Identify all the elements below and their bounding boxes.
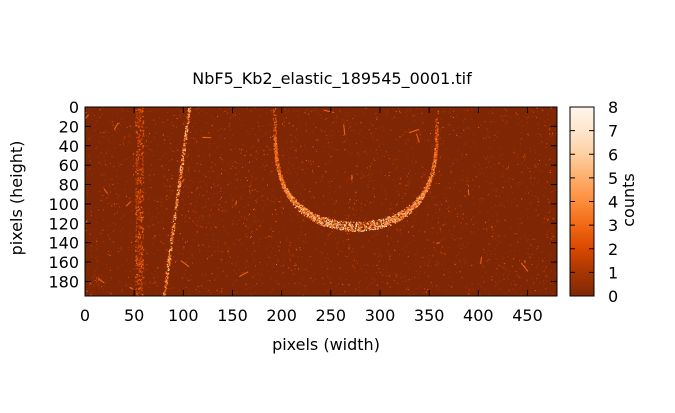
y-tick-label: 180 (48, 272, 79, 291)
y-tick-label: 160 (48, 253, 79, 272)
colorbar-tick-label: 7 (608, 122, 618, 141)
x-tick-label: 250 (316, 306, 347, 325)
x-tick-label: 150 (217, 306, 248, 325)
y-tick-label: 0 (69, 98, 79, 117)
x-tick-label: 300 (365, 306, 396, 325)
colorbar-label: counts (619, 173, 638, 226)
x-tick-label: 400 (463, 306, 494, 325)
colorbar-tick-label: 0 (608, 287, 618, 306)
x-tick-label: 450 (512, 306, 543, 325)
colorbar-tick-label: 6 (608, 145, 618, 164)
x-tick-label: 100 (168, 306, 199, 325)
colorbar-tick-label: 3 (608, 216, 618, 235)
x-tick-label: 350 (414, 306, 445, 325)
y-axis-label: pixels (height) (7, 141, 26, 256)
y-tick-label: 120 (48, 214, 79, 233)
y-tick-label: 60 (59, 156, 79, 175)
colorbar-tick-label: 4 (608, 193, 618, 212)
colorbar-tick-label: 8 (608, 98, 618, 117)
y-tick-label: 140 (48, 234, 79, 253)
colorbar-tick-label: 1 (608, 263, 618, 282)
y-tick-label: 20 (59, 117, 79, 136)
y-tick-label: 100 (48, 195, 79, 214)
x-tick-label: 200 (266, 306, 297, 325)
heatmap-background (85, 107, 557, 296)
x-tick-label: 0 (80, 306, 90, 325)
x-axis-label: pixels (width) (272, 335, 380, 354)
y-tick-label: 40 (59, 137, 79, 156)
colorbar-tick-label: 5 (608, 169, 618, 188)
x-tick-label: 50 (124, 306, 144, 325)
colorbar-tick-label: 2 (608, 240, 618, 259)
chart-title: NbF5_Kb2_elastic_189545_0001.tif (192, 69, 472, 89)
y-tick-label: 80 (59, 176, 79, 195)
